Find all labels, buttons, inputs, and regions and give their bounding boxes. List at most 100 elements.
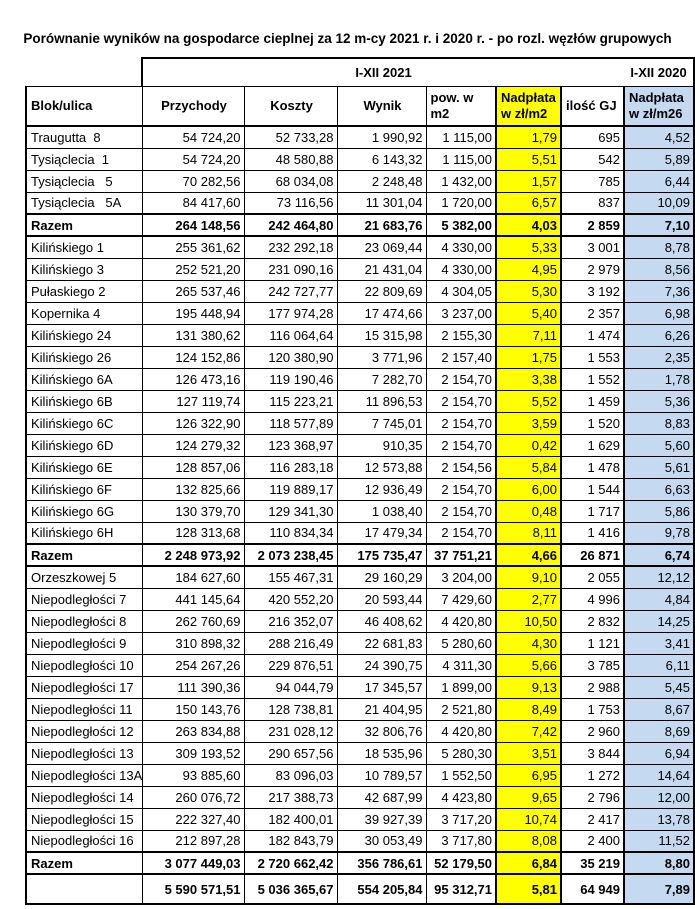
- street-row: Kilińskiego 1 255 361,62 232 292,18 23 069,…: [25, 235, 695, 259]
- cell-ilosc-gj: 2 988: [560, 675, 625, 699]
- row-label: Tysiąclecia 5A: [25, 191, 143, 215]
- subtotal-row: Razem 2 248 973,92 2 073 238,45 175 735,47 3…: [25, 543, 695, 567]
- cell-przychody: 212 897,28: [141, 829, 245, 853]
- column-header-ilosc-gj: ilość GJ: [560, 85, 625, 127]
- cell-nadplata-2021: 7,11: [495, 323, 562, 347]
- cell-ilosc-gj: 1 520: [560, 411, 625, 435]
- street-row: Niepodległości 13 309 193,52 290 657,56 18 …: [25, 741, 695, 765]
- cell-nadplata-2021: 9,13: [495, 675, 562, 699]
- cell-pow-m2: 1 899,00: [425, 675, 497, 699]
- cell-przychody: 254 267,26: [141, 653, 245, 677]
- row-label: Niepodległości 10: [25, 653, 143, 677]
- cell-nadplata-2021: 5,33: [495, 235, 562, 259]
- cell-przychody: 260 076,72: [141, 785, 245, 809]
- cell-wynik: 21 431,04: [336, 257, 427, 281]
- cell-nadplata-2021: 9,10: [495, 565, 562, 589]
- cell-przychody: 2 248 973,92: [141, 543, 245, 567]
- cell-ilosc-gj: 1 552: [560, 367, 625, 391]
- cell-wynik: 22 681,83: [336, 631, 427, 655]
- period-2021-header: I-XII 2021: [141, 57, 624, 87]
- report-title: Porównanie wyników na gospodarce cieplne…: [23, 31, 672, 46]
- cell-koszty: 52 733,28: [243, 125, 338, 149]
- cell-koszty: 110 834,34: [243, 521, 338, 545]
- cell-nadplata-2021: 4,66: [495, 543, 562, 567]
- cell-wynik: 6 143,32: [336, 147, 427, 171]
- cell-wynik: 12 936,49: [336, 477, 427, 501]
- cell-przychody: 310 898,32: [141, 631, 245, 655]
- cell-wynik: 46 408,62: [336, 609, 427, 633]
- cell-wynik: 10 789,57: [336, 763, 427, 787]
- cell-wynik: 3 771,96: [336, 345, 427, 369]
- cell-koszty: 231 090,16: [243, 257, 338, 281]
- cell-wynik: 1 990,92: [336, 125, 427, 149]
- street-row: Kilińskiego 6D 124 279,32 123 368,97 910,35…: [25, 433, 695, 457]
- cell-przychody: 131 380,62: [141, 323, 245, 347]
- cell-koszty: 217 388,73: [243, 785, 338, 809]
- cell-nadplata-2020: 7,89: [623, 873, 695, 905]
- cell-wynik: 39 927,39: [336, 807, 427, 831]
- cell-koszty: 229 876,51: [243, 653, 338, 677]
- column-header-nadplata-2021: Nadpłata w zł/m2: [495, 85, 562, 127]
- cell-przychody: 130 379,70: [141, 499, 245, 523]
- street-row: Niepodległości 10 254 267,26 229 876,51 24 …: [25, 653, 695, 677]
- row-label: Niepodległości 9: [25, 631, 143, 655]
- cell-koszty: 128 738,81: [243, 697, 338, 721]
- column-header-wynik: Wynik: [336, 85, 427, 127]
- cell-przychody: 124 152,86: [141, 345, 245, 369]
- cell-nadplata-2020: 12,00: [623, 785, 695, 809]
- street-row: Niepodległości 11 150 143,76 128 738,81 21 …: [25, 697, 695, 721]
- cell-pow-m2: 2 521,80: [425, 697, 497, 721]
- cell-wynik: 2 248,48: [336, 169, 427, 193]
- cell-przychody: 127 119,74: [141, 389, 245, 413]
- cell-nadplata-2020: 5,86: [623, 499, 695, 523]
- row-label: Niepodległości 8: [25, 609, 143, 633]
- cell-ilosc-gj: 3 785: [560, 653, 625, 677]
- row-label: Tysiąclecia 1: [25, 147, 143, 171]
- cell-koszty: 182 400,01: [243, 807, 338, 831]
- cell-pow-m2: 2 154,70: [425, 411, 497, 435]
- cell-koszty: 5 036 365,67: [243, 873, 338, 905]
- street-row: Niepodległości 13A 93 885,60 83 096,03 10 7…: [25, 763, 695, 787]
- cell-pow-m2: 4 423,80: [425, 785, 497, 809]
- cell-pow-m2: 4 420,80: [425, 719, 497, 743]
- cell-przychody: 255 361,62: [141, 235, 245, 259]
- cell-nadplata-2020: 8,69: [623, 719, 695, 743]
- grand-total-row: 5 590 571,51 5 036 365,67 554 205,84 95 312…: [25, 873, 695, 905]
- cell-nadplata-2021: 4,95: [495, 257, 562, 281]
- cell-pow-m2: 4 330,00: [425, 235, 497, 259]
- row-label: Kilińskiego 3: [25, 257, 143, 281]
- cell-koszty: 123 368,97: [243, 433, 338, 457]
- cell-pow-m2: 3 717,20: [425, 807, 497, 831]
- column-header-pow-m2: pow. w m2: [425, 85, 497, 127]
- cell-wynik: 17 474,66: [336, 301, 427, 325]
- subtotal-row: Razem 3 077 449,03 2 720 662,42 356 786,61 5…: [25, 851, 695, 875]
- cell-nadplata-2020: 6,26: [623, 323, 695, 347]
- cell-nadplata-2021: 8,49: [495, 697, 562, 721]
- cell-pow-m2: 1 552,50: [425, 763, 497, 787]
- cell-nadplata-2020: 7,36: [623, 279, 695, 303]
- row-label: Kilińskiego 6F: [25, 477, 143, 501]
- cell-wynik: 12 573,88: [336, 455, 427, 479]
- cell-nadplata-2021: 8,08: [495, 829, 562, 853]
- cell-nadplata-2020: 7,10: [623, 213, 695, 237]
- street-row: Kilińskiego 26 124 152,86 120 380,90 3 771,…: [25, 345, 695, 369]
- cell-koszty: 288 216,49: [243, 631, 338, 655]
- cell-przychody: 441 145,64: [141, 587, 245, 611]
- cell-pow-m2: 4 304,05: [425, 279, 497, 303]
- cell-koszty: 2 073 238,45: [243, 543, 338, 567]
- cell-nadplata-2021: 0,48: [495, 499, 562, 523]
- cell-ilosc-gj: 4 996: [560, 587, 625, 611]
- cell-nadplata-2021: 2,77: [495, 587, 562, 611]
- cell-ilosc-gj: 2 960: [560, 719, 625, 743]
- cell-nadplata-2020: 6,98: [623, 301, 695, 325]
- cell-pow-m2: 1 115,00: [425, 125, 497, 149]
- cell-wynik: 21 404,95: [336, 697, 427, 721]
- cell-przychody: 54 724,20: [141, 147, 245, 171]
- row-label: Razem: [25, 851, 143, 875]
- cell-nadplata-2021: 5,52: [495, 389, 562, 413]
- cell-pow-m2: 95 312,71: [425, 873, 497, 905]
- street-row: Niepodległości 9 310 898,32 288 216,49 22 6…: [25, 631, 695, 655]
- row-label: [25, 873, 143, 905]
- cell-przychody: 264 148,56: [141, 213, 245, 237]
- cell-pow-m2: 4 420,80: [425, 609, 497, 633]
